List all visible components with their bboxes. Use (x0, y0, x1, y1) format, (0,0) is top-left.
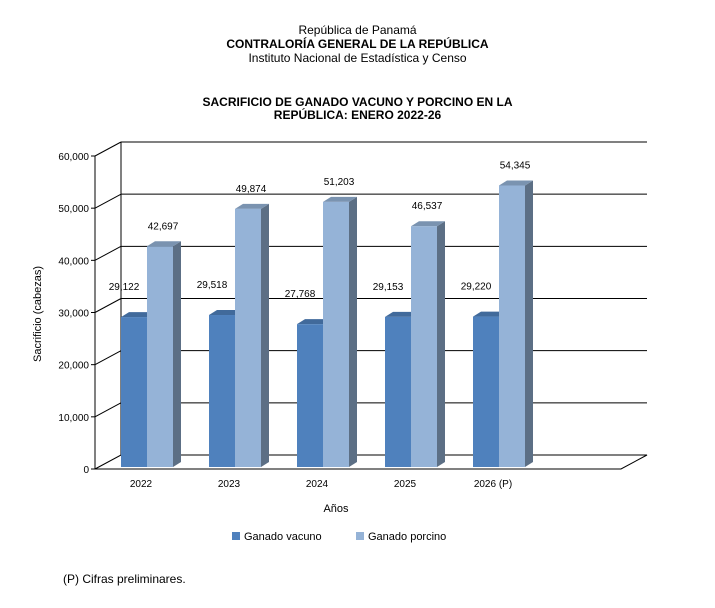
y-tick-label: 30,000 (58, 309, 89, 320)
data-label: 29,518 (197, 280, 228, 291)
bar-top (323, 196, 357, 202)
data-label: 46,537 (412, 201, 443, 212)
gridline-diagonal (94, 245, 122, 261)
data-label: 49,874 (236, 184, 267, 195)
y-axis-ticks: 0 10,000 20,000 30,000 40,000 50,000 60,000 (58, 152, 95, 476)
bar-top (147, 241, 181, 247)
bar (473, 316, 499, 467)
y-tick-label: 20,000 (58, 361, 89, 372)
bar-top (235, 203, 269, 209)
data-label: 51,203 (324, 177, 355, 188)
bar-top (499, 180, 533, 186)
bar-side (261, 203, 269, 467)
header-institute: Instituto Nacional de Estadística y Cens… (248, 51, 467, 65)
x-axis-label: Años (323, 503, 349, 515)
gridline-diagonal (94, 402, 122, 418)
legend-label: Ganado porcino (368, 531, 446, 543)
x-tick-label: 2026 (P) (474, 479, 512, 490)
footnote: (P) Cifras preliminares. (63, 572, 186, 586)
bars: 29,122 42,697 29,518 49,874 27,768 51,203 29,1… (109, 161, 533, 467)
bar (323, 201, 349, 467)
floor (94, 454, 648, 470)
header-organization: CONTRALORÍA GENERAL DE LA REPÚBLICA (226, 37, 489, 51)
chart-title-line-1: SACRIFICIO DE GANADO VACUNO Y PORCINO EN… (202, 95, 513, 109)
y-tick-label: 0 (83, 465, 89, 476)
y-axis-label: Sacrificio (cabezas) (32, 266, 44, 362)
bar (297, 324, 323, 467)
x-tick-label: 2022 (130, 479, 153, 490)
gridline-diagonal (94, 298, 122, 313)
bar (121, 317, 147, 467)
bar (235, 208, 261, 467)
x-tick-label: 2023 (218, 479, 241, 490)
x-tick-label: 2024 (306, 479, 329, 490)
bar (499, 185, 525, 467)
gridline-diagonal (94, 141, 122, 157)
x-axis-ticks: 2022 2023 2024 2025 2026 (P) (130, 479, 512, 490)
gridline-diagonal (94, 193, 122, 209)
bar (209, 315, 235, 467)
data-label: 42,697 (148, 221, 179, 232)
gridline-diagonal (94, 350, 122, 366)
bar (385, 316, 411, 467)
y-tick-label: 50,000 (58, 204, 89, 215)
bar-top (411, 221, 445, 227)
data-label: 27,768 (285, 289, 316, 300)
legend: Ganado vacuno Ganado porcino (232, 531, 446, 543)
bar-side (349, 196, 357, 467)
legend-label: Ganado vacuno (244, 531, 322, 543)
data-label: 29,153 (373, 282, 404, 293)
bar-top (121, 312, 155, 318)
chart-title-line-2: REPÚBLICA: ENERO 2022-26 (273, 108, 442, 122)
bar (147, 246, 173, 467)
data-label: 54,345 (500, 161, 531, 172)
y-tick-label: 10,000 (58, 413, 89, 424)
header-country: República de Panamá (298, 23, 417, 37)
bar-top (385, 311, 419, 317)
bar-side (525, 180, 533, 467)
data-label: 29,122 (109, 282, 140, 293)
bar-side (173, 241, 181, 467)
bar-top (297, 319, 331, 325)
gridlines (94, 141, 647, 418)
x-tick-label: 2025 (394, 479, 417, 490)
legend-swatch (356, 532, 364, 540)
bar-top (473, 311, 507, 317)
y-tick-label: 60,000 (58, 152, 89, 163)
bar-top (209, 310, 243, 316)
bar-side (437, 221, 445, 467)
y-tick-label: 40,000 (58, 256, 89, 267)
bar (411, 226, 437, 467)
data-label: 29,220 (461, 282, 492, 293)
legend-swatch (232, 532, 240, 540)
